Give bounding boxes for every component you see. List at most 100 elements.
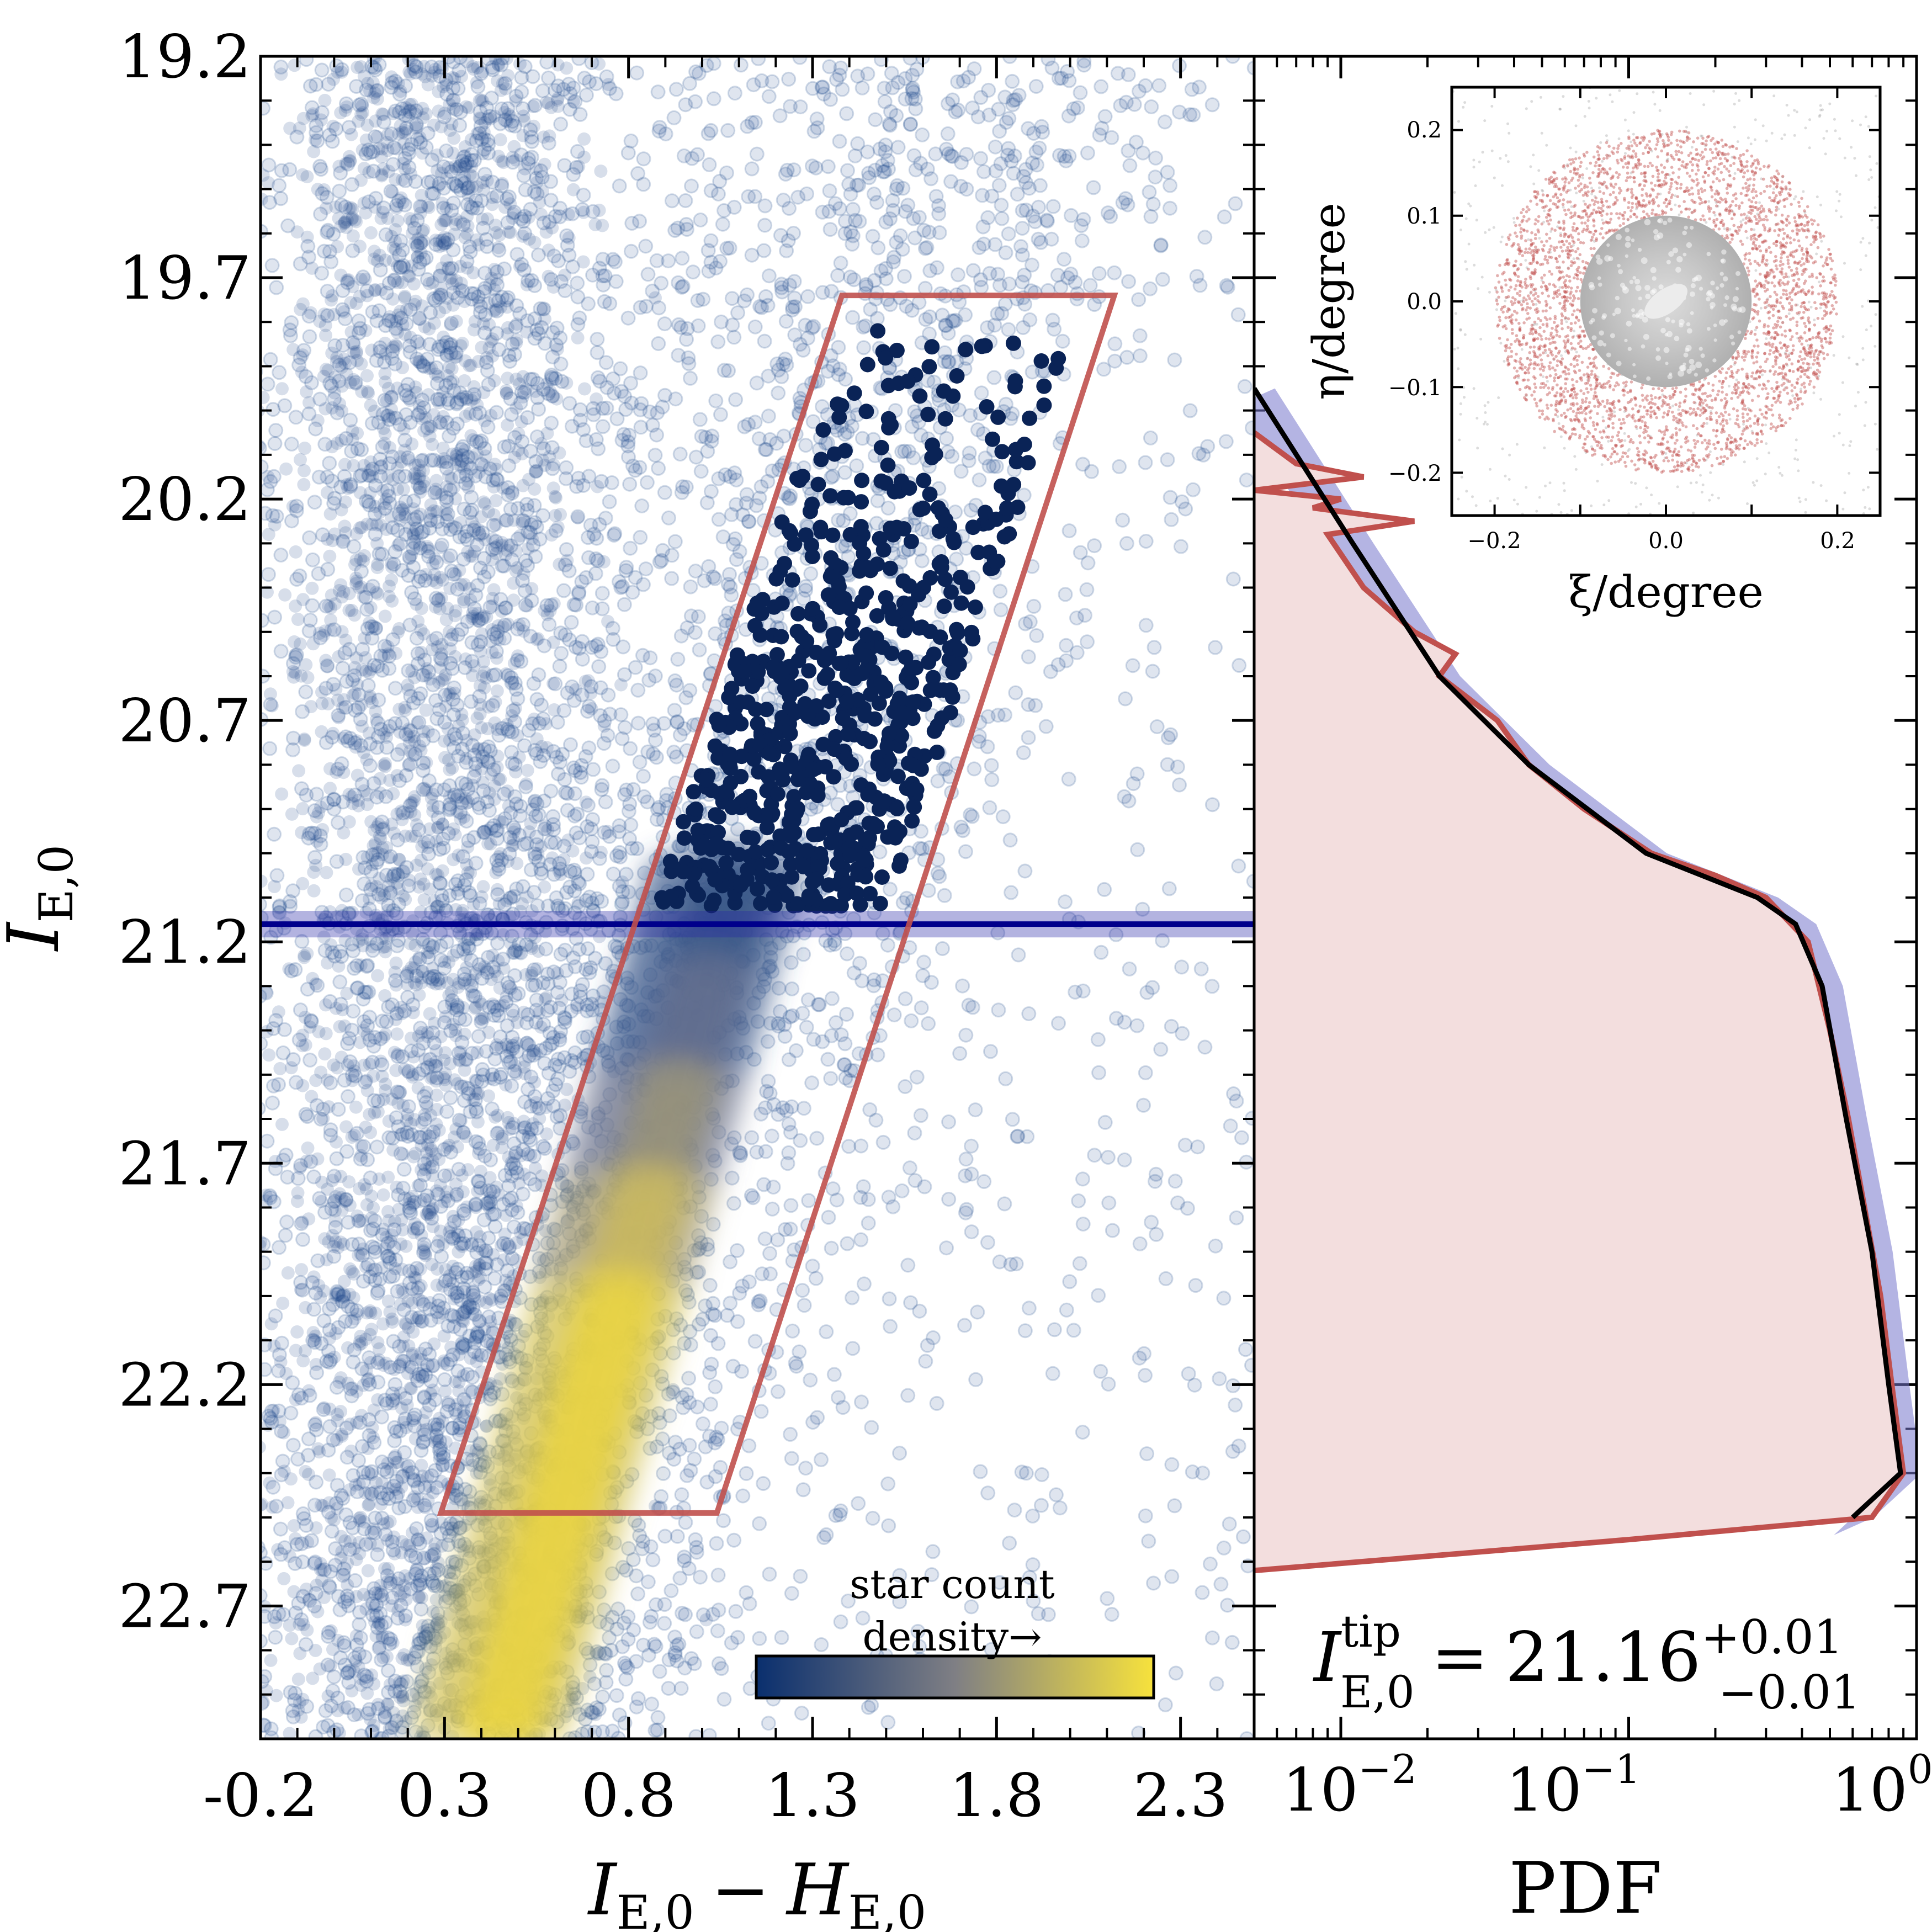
star-point: [914, 553, 930, 569]
star-point: [1164, 512, 1179, 527]
star-point: [958, 307, 973, 322]
star-point: [930, 773, 946, 789]
star-point: [882, 1291, 897, 1307]
star-point: [222, 440, 235, 453]
star-point: [925, 1330, 941, 1345]
star-point: [1047, 1322, 1062, 1337]
star-point: [558, 558, 573, 572]
star-point: [856, 1179, 871, 1195]
star-point: [710, 187, 726, 201]
star-point: [781, 233, 796, 248]
star-point: [595, 601, 610, 617]
star-point: [916, 954, 932, 970]
star-point: [783, 1198, 799, 1213]
star-point: [882, 118, 898, 133]
star-point: [620, 310, 636, 326]
star-point: [481, 1230, 496, 1246]
star-point: [639, 475, 655, 490]
star-point: [925, 1544, 941, 1559]
star-point: [862, 170, 877, 185]
star-point: [915, 968, 931, 984]
star-point: [612, 1707, 627, 1723]
star-point: [798, 1461, 814, 1476]
star-point: [781, 1116, 797, 1132]
star-point: [535, 83, 550, 99]
star-point: [914, 1000, 929, 1016]
star-point: [406, 1493, 421, 1508]
star-point: [1058, 587, 1073, 602]
star-point: [471, 613, 486, 628]
star-point: [483, 1152, 498, 1167]
star-point: [757, 217, 773, 233]
star-point: [742, 1596, 757, 1611]
star-point: [957, 1318, 972, 1333]
star-point: [432, 68, 448, 84]
star-point: [268, 1013, 284, 1028]
star-point: [823, 1071, 838, 1086]
star-point: [606, 528, 622, 543]
star-point: [231, 1110, 245, 1123]
star-point: [673, 1681, 689, 1696]
star-point: [875, 164, 891, 179]
star-point: [344, 1022, 360, 1038]
star-point: [296, 343, 312, 358]
star-point: [1138, 534, 1154, 549]
star-point: [557, 1010, 572, 1025]
star-point: [872, 844, 888, 859]
star-point: [1160, 452, 1175, 468]
star-point: [1091, 266, 1107, 281]
star-point: [564, 614, 579, 630]
star-point: [911, 210, 927, 225]
star-point: [1193, 961, 1209, 976]
star-point: [272, 899, 287, 915]
star-point: [825, 1181, 841, 1197]
star-point: [1143, 209, 1159, 224]
star-point: [605, 758, 620, 774]
star-point: [157, 330, 171, 343]
star-point: [553, 356, 569, 371]
star-point: [385, 1268, 401, 1284]
star-point: [919, 240, 935, 255]
star-point: [195, 1679, 209, 1692]
star-point: [847, 148, 863, 163]
star-point: [213, 785, 226, 799]
star-point: [613, 707, 629, 723]
star-point: [710, 1567, 726, 1583]
star-point: [445, 242, 461, 258]
star-point: [885, 1199, 901, 1214]
star-point: [703, 1328, 719, 1343]
star-point: [682, 683, 698, 698]
star-point: [1091, 1065, 1107, 1080]
star-point: [854, 431, 870, 446]
star-point: [761, 268, 777, 284]
star-point: [974, 385, 989, 401]
star-point: [850, 68, 866, 84]
star-point: [512, 808, 528, 824]
star-point: [820, 1052, 836, 1067]
star-point: [275, 1045, 291, 1060]
star-point: [918, 312, 933, 327]
star-point: [677, 1549, 692, 1565]
star-point: [686, 264, 700, 280]
star-point: [703, 183, 719, 198]
star-point: [941, 1192, 957, 1207]
star-point: [111, 1030, 124, 1043]
star-point: [814, 1452, 829, 1467]
star-point: [1158, 1697, 1173, 1712]
star-point: [558, 283, 573, 299]
star-point: [656, 1466, 671, 1481]
star-point: [854, 80, 870, 95]
star-point: [1148, 150, 1164, 166]
star-point: [401, 1064, 416, 1079]
star-point: [958, 844, 973, 859]
star-point: [442, 1272, 457, 1288]
star-point: [267, 609, 283, 625]
star-point: [1007, 1503, 1022, 1518]
star-point: [1120, 197, 1135, 213]
star-point: [603, 1643, 619, 1658]
star-point: [741, 514, 756, 529]
star-point: [560, 785, 575, 801]
star-point: [667, 534, 683, 549]
star-point: [666, 745, 682, 760]
star-point: [543, 857, 558, 872]
